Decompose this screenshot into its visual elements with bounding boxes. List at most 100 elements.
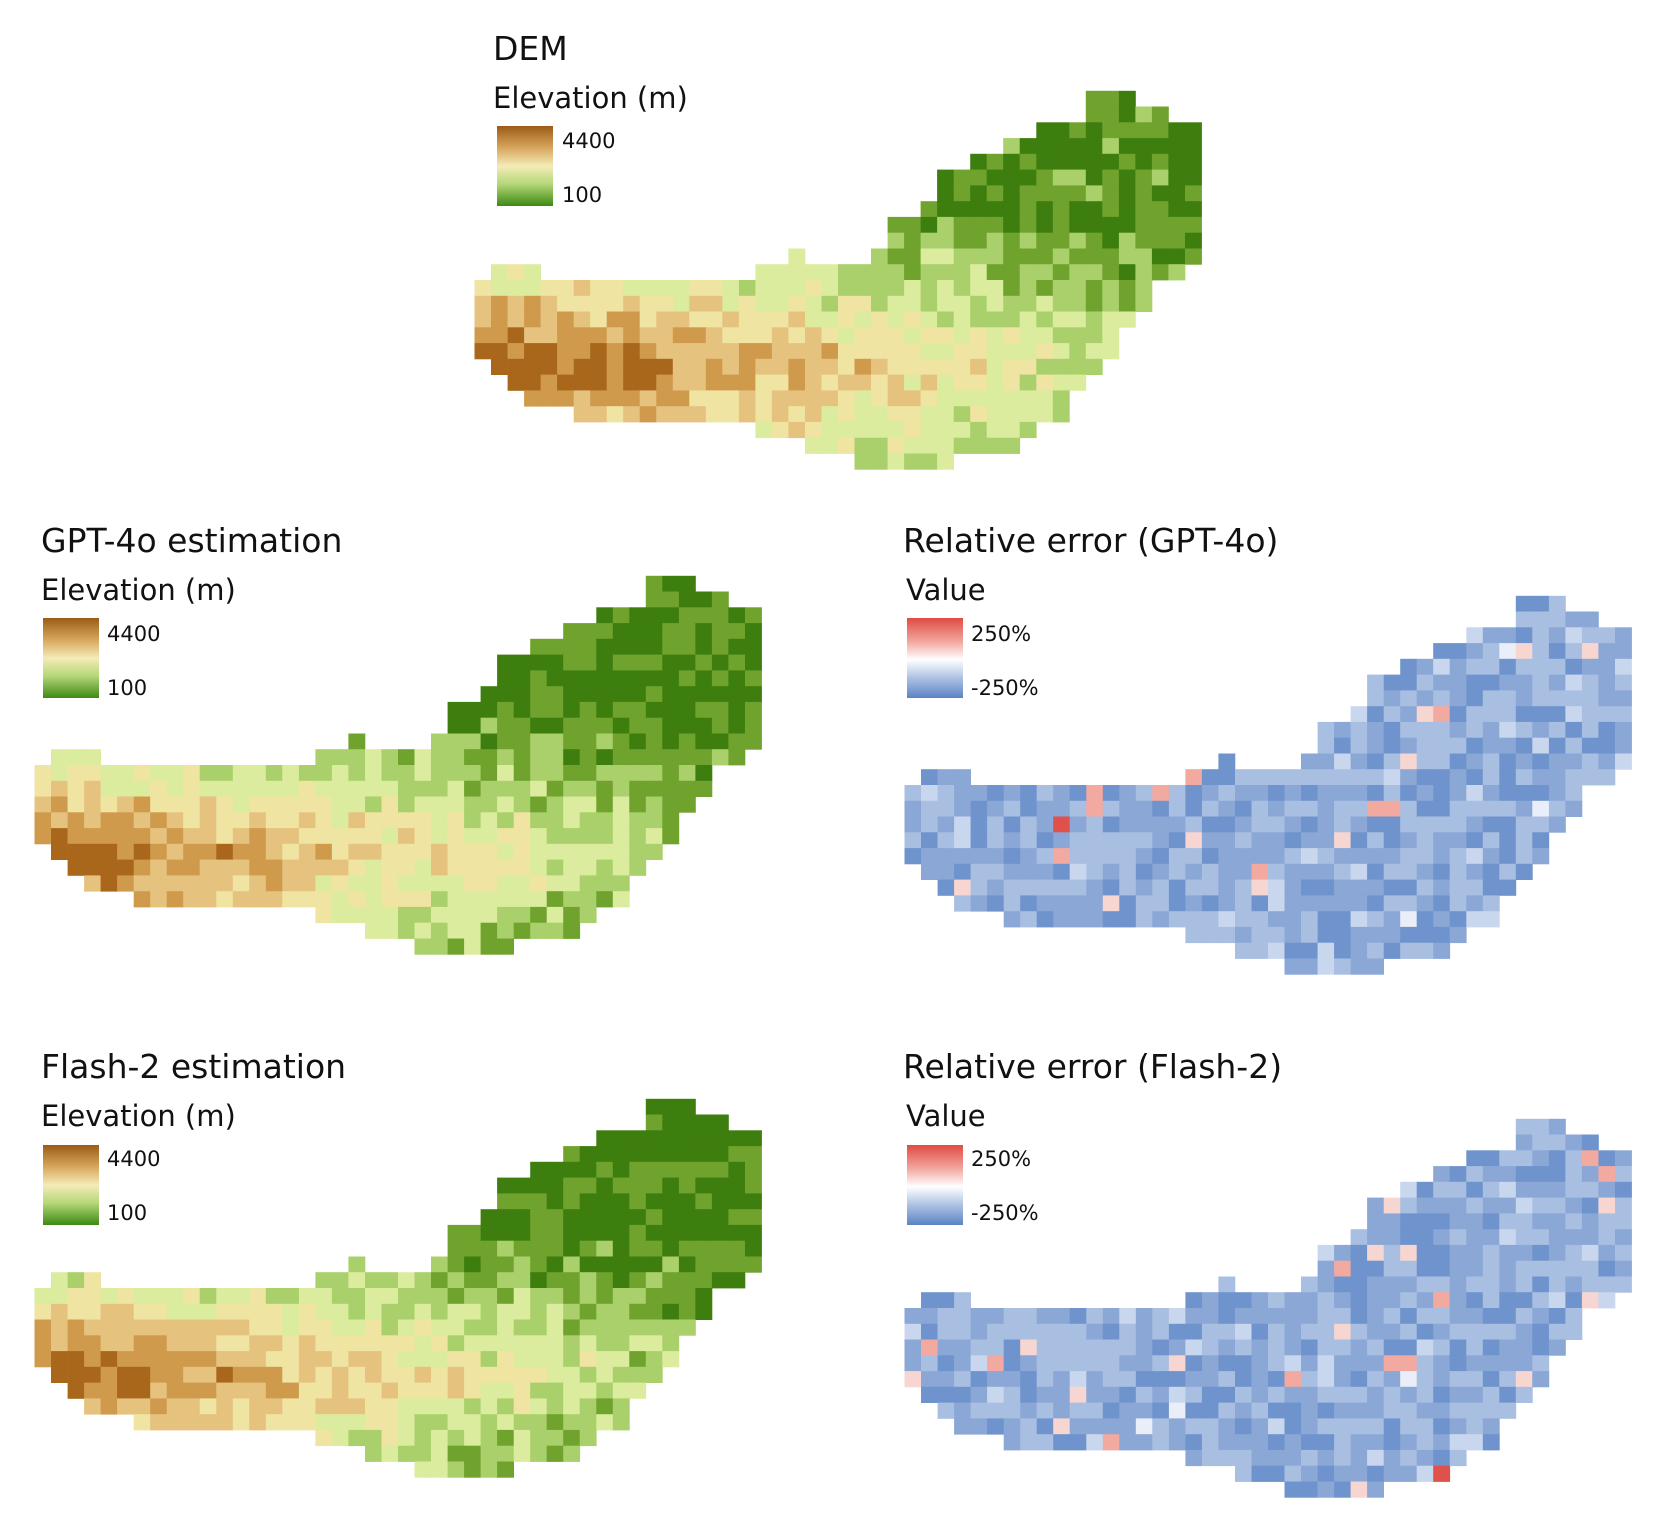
raster-cell — [954, 1339, 971, 1356]
raster-cell — [606, 406, 624, 423]
raster-cell — [1466, 721, 1484, 739]
raster-cell — [1152, 1386, 1170, 1403]
raster-cell — [513, 1429, 531, 1447]
raster-cell — [1433, 706, 1451, 723]
raster-cell — [745, 1224, 762, 1242]
raster-cell — [497, 654, 514, 671]
raster-cell — [678, 1272, 696, 1289]
raster-cell — [596, 717, 614, 734]
raster-cell — [639, 343, 657, 360]
raster-cell — [1400, 737, 1418, 754]
raster-cell — [596, 733, 614, 750]
raster-cell — [1548, 1150, 1566, 1167]
raster-cell — [672, 295, 690, 312]
raster-cell — [623, 343, 641, 360]
raster-cell — [1003, 1434, 1021, 1451]
raster-cell — [1350, 1276, 1368, 1293]
raster-cell — [414, 1398, 432, 1415]
raster-cell — [1416, 1323, 1434, 1340]
raster-cell — [546, 749, 564, 766]
raster-cell — [1086, 1402, 1104, 1419]
raster-cell — [282, 780, 300, 797]
raster-cell — [1499, 1323, 1517, 1340]
raster-cell — [1102, 816, 1120, 833]
raster-cell — [1185, 863, 1203, 880]
raster-cell — [1284, 911, 1302, 928]
raster-cell — [398, 1382, 415, 1399]
raster-cell — [937, 374, 954, 391]
raster-cell — [480, 859, 498, 876]
raster-cell — [513, 875, 531, 892]
raster-cell — [612, 765, 630, 782]
raster-cell — [381, 1414, 399, 1431]
raster-cell — [920, 201, 938, 218]
raster-cell — [315, 749, 333, 766]
raster-cell — [1301, 863, 1318, 880]
raster-cell — [937, 248, 954, 265]
raster-cell — [100, 1382, 118, 1399]
raster-cell — [788, 421, 806, 439]
raster-cell — [51, 812, 68, 829]
raster-cell — [1152, 1402, 1170, 1419]
raster-cell — [1499, 1197, 1517, 1214]
raster-cell — [838, 264, 855, 281]
raster-cell — [871, 374, 888, 391]
raster-cell — [497, 859, 514, 876]
raster-cell — [1615, 674, 1632, 691]
raster-cell — [1069, 879, 1087, 896]
raster-cell — [51, 780, 68, 797]
raster-cell — [1532, 1355, 1550, 1372]
raster-cell — [1433, 1276, 1451, 1293]
raster-cell — [166, 1382, 184, 1399]
raster-cell — [1482, 1371, 1500, 1388]
raster-cell — [1598, 1181, 1616, 1198]
raster-cell — [1053, 1434, 1071, 1451]
raster-cell — [1036, 122, 1054, 139]
raster-cell — [1135, 895, 1153, 912]
raster-cell — [871, 280, 888, 297]
raster-cell — [1317, 1449, 1335, 1467]
raster-cell — [1003, 437, 1021, 454]
raster-cell — [1449, 769, 1467, 786]
raster-cell — [249, 1319, 267, 1336]
raster-cell — [464, 859, 481, 876]
raster-cell — [788, 358, 806, 375]
raster-cell — [987, 863, 1004, 880]
raster-cell — [315, 859, 333, 876]
raster-cell — [557, 280, 574, 297]
raster-cell — [1152, 1355, 1170, 1372]
raster-cell — [1052, 390, 1070, 407]
raster-cell — [348, 906, 366, 924]
raster-cell — [1482, 737, 1500, 754]
raster-cell — [954, 785, 971, 802]
raster-cell — [838, 421, 855, 439]
panel-title: Relative error (GPT-4o) — [903, 521, 1279, 560]
raster-cell — [1581, 643, 1599, 660]
raster-cell — [315, 1272, 333, 1289]
raster-cell — [381, 1335, 399, 1352]
raster-cell — [645, 1224, 663, 1242]
raster-cell — [480, 1366, 498, 1383]
raster-cell — [1185, 232, 1202, 249]
raster-cell — [348, 843, 366, 860]
raster-cell — [1615, 1181, 1632, 1198]
raster-cell — [183, 828, 201, 845]
raster-cell — [1449, 1308, 1467, 1325]
raster-cell — [530, 1209, 548, 1226]
raster-cell — [431, 1303, 448, 1320]
raster-cell — [1085, 248, 1103, 265]
raster-cell — [1383, 769, 1401, 786]
raster-cell — [1565, 674, 1583, 691]
raster-cell — [480, 906, 498, 924]
raster-cell — [1499, 785, 1517, 802]
raster-cell — [596, 1161, 614, 1178]
raster-cell — [1102, 106, 1120, 123]
raster-cell — [1102, 311, 1120, 328]
raster-cell — [331, 875, 349, 892]
raster-cell — [1069, 264, 1087, 281]
raster-cell — [1548, 1181, 1566, 1198]
raster-cell — [672, 374, 690, 391]
raster-cell — [1185, 1371, 1203, 1388]
raster-cell — [183, 1382, 201, 1399]
raster-cell — [166, 796, 184, 813]
